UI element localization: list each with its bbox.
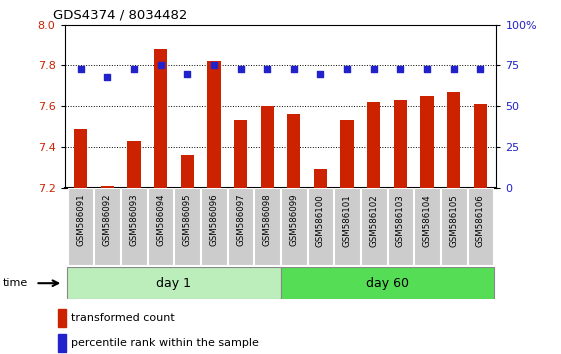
Text: GSM586094: GSM586094 (156, 194, 165, 246)
Bar (341, 120, 354, 188)
Point (289, 66, 298, 72)
Bar (414, 188, 440, 265)
Bar (67, 188, 94, 265)
Text: GSM586097: GSM586097 (236, 194, 245, 246)
Point (236, 66, 245, 72)
Bar (94, 188, 120, 265)
Text: GSM586102: GSM586102 (369, 194, 378, 247)
Text: transformed count: transformed count (71, 313, 175, 323)
Text: GSM586101: GSM586101 (343, 194, 352, 247)
Bar (58, 309, 66, 327)
Point (343, 66, 352, 72)
Bar (58, 334, 66, 352)
Point (209, 63, 218, 68)
Bar (201, 188, 227, 265)
Bar (174, 188, 200, 265)
Point (449, 66, 458, 72)
Bar (474, 104, 487, 188)
Text: GSM586098: GSM586098 (263, 194, 272, 246)
Text: GSM586093: GSM586093 (130, 194, 139, 246)
Bar (334, 188, 360, 265)
Bar (228, 188, 254, 265)
Point (263, 66, 272, 72)
Text: time: time (3, 278, 28, 288)
Bar (100, 185, 114, 188)
Bar (281, 188, 307, 265)
Point (76, 66, 85, 72)
Text: GSM586104: GSM586104 (422, 194, 431, 247)
Bar (314, 169, 327, 188)
Bar (280, 267, 494, 299)
Point (156, 63, 165, 68)
Text: GSM586091: GSM586091 (76, 194, 85, 246)
Text: day 60: day 60 (366, 277, 408, 290)
Point (316, 71, 325, 76)
Text: GDS4374 / 8034482: GDS4374 / 8034482 (53, 9, 188, 22)
Bar (154, 49, 167, 188)
Bar (421, 96, 434, 188)
Bar (74, 129, 87, 188)
Bar (367, 102, 380, 188)
Text: GSM586100: GSM586100 (316, 194, 325, 247)
Bar (441, 188, 467, 265)
Bar (181, 155, 194, 188)
Bar (254, 188, 280, 265)
Bar (447, 92, 461, 188)
Text: GSM586092: GSM586092 (103, 194, 112, 246)
Text: GSM586106: GSM586106 (476, 194, 485, 247)
Text: GSM586096: GSM586096 (209, 194, 218, 246)
Bar (121, 188, 147, 265)
Bar (287, 114, 301, 188)
Text: GSM586103: GSM586103 (396, 194, 405, 247)
Text: GSM586095: GSM586095 (183, 194, 192, 246)
Bar (467, 188, 494, 265)
Bar (307, 188, 333, 265)
Point (396, 66, 405, 72)
Bar (234, 120, 247, 188)
Bar (361, 188, 387, 265)
Point (183, 71, 192, 76)
Point (476, 66, 485, 72)
Bar (127, 141, 140, 188)
Point (422, 66, 431, 72)
Text: day 1: day 1 (157, 277, 191, 290)
Point (369, 66, 378, 72)
Point (103, 74, 112, 80)
Bar (394, 100, 407, 188)
Bar (388, 188, 413, 265)
Point (130, 66, 139, 72)
Bar (207, 62, 220, 188)
Text: percentile rank within the sample: percentile rank within the sample (71, 338, 259, 348)
Bar (67, 267, 280, 299)
Bar (148, 188, 173, 265)
Text: GSM586105: GSM586105 (449, 194, 458, 247)
Bar (260, 106, 274, 188)
Text: GSM586099: GSM586099 (289, 194, 298, 246)
